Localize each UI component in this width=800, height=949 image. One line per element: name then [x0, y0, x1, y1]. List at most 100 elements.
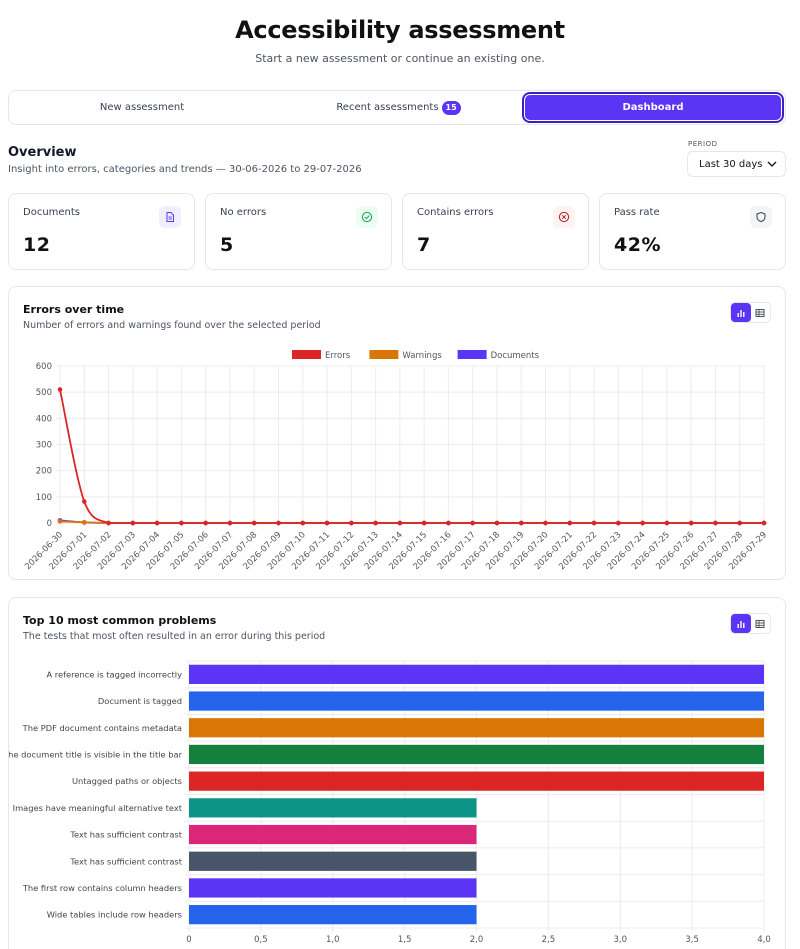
- data-point: [713, 520, 718, 526]
- data-point: [81, 519, 87, 525]
- data-point: [688, 520, 694, 526]
- x-tick-label: 4,0: [757, 935, 771, 945]
- tab-dashboard[interactable]: Dashboard: [524, 94, 782, 121]
- overview-title: Overview: [8, 145, 77, 160]
- data-point: [154, 520, 160, 526]
- y-tick-label: 100: [36, 493, 52, 503]
- tab-new-assessment-label: New assessment: [99, 102, 185, 113]
- errors-line-chart: 01002003004005006002026-06-302026-07-012…: [23, 350, 769, 572]
- data-point: [640, 520, 645, 526]
- data-point: [664, 520, 670, 526]
- chart-view-button[interactable]: [731, 303, 751, 322]
- x-tick-label: 2,5: [542, 935, 556, 945]
- top-problems-bar-chart: 0 0,5 1,0 1,5 2,0 2,5 3,0 3,5 4,0 A reference is …: [9, 660, 771, 945]
- stat-label: Documents: [23, 207, 81, 218]
- bar: [189, 824, 477, 845]
- view-toggle: [730, 613, 771, 634]
- view-toggle: [730, 302, 771, 323]
- shield-icon: [750, 206, 772, 228]
- bar: [189, 718, 764, 738]
- category-label: A reference is tagged incorrectly: [46, 669, 182, 679]
- bar: [189, 905, 477, 925]
- category-label: Text has sufficient contrast: [69, 830, 182, 840]
- data-point: [349, 520, 354, 526]
- legend-label: Warnings: [402, 351, 442, 361]
- data-point: [567, 520, 573, 526]
- x-tick-label: 1,0: [326, 935, 340, 945]
- tab-recent-assessments[interactable]: Recent assessments 15: [272, 94, 525, 121]
- bar: [189, 878, 477, 898]
- y-tick-label: 400: [36, 414, 52, 424]
- data-point: [106, 520, 111, 526]
- x-tick-label: 2,0: [470, 935, 484, 945]
- table-view-button[interactable]: [751, 303, 771, 322]
- data-point: [470, 520, 475, 526]
- y-tick-label: 0: [47, 519, 52, 529]
- data-point: [179, 520, 184, 526]
- data-point: [130, 520, 136, 526]
- bar: [189, 798, 477, 818]
- tab-dashboard-label: Dashboard: [622, 102, 684, 113]
- table-view-button[interactable]: [751, 614, 771, 633]
- x-tick-label: 1,5: [398, 935, 412, 945]
- table-icon: [755, 308, 765, 317]
- tab-new-assessment[interactable]: New assessment: [13, 94, 271, 121]
- bar: [189, 771, 764, 791]
- data-point: [737, 520, 743, 526]
- stat-label: Contains errors: [417, 207, 494, 218]
- y-tick-label: 500: [36, 388, 52, 398]
- bar: [189, 691, 764, 711]
- bar: [189, 851, 477, 871]
- stat-card-documents: Documents 12: [8, 193, 195, 270]
- data-point: [324, 520, 330, 526]
- bar: [189, 664, 764, 684]
- panel-title: Top 10 most common problems: [23, 614, 217, 627]
- data-point: [81, 499, 87, 504]
- bar: [189, 744, 764, 765]
- stat-value: 12: [23, 234, 51, 256]
- category-label: The document title is visible in the tit…: [9, 749, 183, 759]
- page-subtitle: Start a new assessment or continue an ex…: [255, 52, 545, 65]
- series-line-errors: [59, 389, 764, 524]
- y-tick-label: 600: [36, 362, 52, 372]
- chevron-down-icon: [766, 158, 778, 173]
- data-point: [300, 520, 306, 526]
- data-point: [446, 520, 451, 526]
- panel-subtitle: Number of errors and warnings found over…: [23, 320, 321, 331]
- x-circle-icon: [553, 206, 575, 228]
- category-label: The first row contains column headers: [22, 883, 182, 893]
- stat-card-pass-rate: Pass rate 42%: [599, 193, 786, 270]
- errors-over-time-panel: Errors over time Number of errors and wa…: [8, 286, 786, 580]
- data-point: [227, 520, 233, 526]
- period-select[interactable]: Last 30 days: [687, 151, 786, 177]
- x-tick-label: 0,5: [254, 935, 268, 945]
- data-point: [203, 520, 208, 526]
- panel-subtitle: The tests that most often resulted in an…: [23, 631, 326, 642]
- data-point: [276, 520, 281, 526]
- document-icon: [159, 206, 181, 228]
- category-label: Untagged paths or objects: [72, 776, 182, 786]
- category-label: Wide tables include row headers: [47, 910, 182, 920]
- overview-subtitle: Insight into errors, categories and tren…: [8, 164, 362, 175]
- legend-swatch: [457, 350, 487, 359]
- chart-view-button[interactable]: [731, 614, 751, 633]
- data-point: [543, 520, 548, 526]
- check-circle-icon: [356, 206, 378, 228]
- data-point: [397, 520, 403, 526]
- stat-card-contains-errors: Contains errors 7: [402, 193, 589, 270]
- top-problems-panel: Top 10 most common problems The tests th…: [8, 597, 786, 949]
- stat-label: No errors: [220, 207, 267, 218]
- period-select-value: Last 30 days: [699, 158, 763, 170]
- bar-chart-icon: [737, 620, 745, 628]
- recent-count-badge: 15: [441, 100, 461, 115]
- data-point: [57, 519, 63, 524]
- legend-label: Errors: [325, 351, 351, 361]
- category-label: Images have meaningful alternative text: [13, 803, 183, 813]
- category-label: The PDF document contains metadata: [22, 723, 182, 733]
- y-tick-label: 300: [36, 441, 52, 451]
- period-label: PERIOD: [688, 140, 718, 148]
- tab-recent-assessments-label: Recent assessments: [336, 102, 439, 113]
- category-label: Document is tagged: [98, 696, 182, 706]
- tab-bar: New assessment Recent assessments 15 Das…: [8, 90, 786, 125]
- page-title: Accessibility assessment: [235, 16, 565, 44]
